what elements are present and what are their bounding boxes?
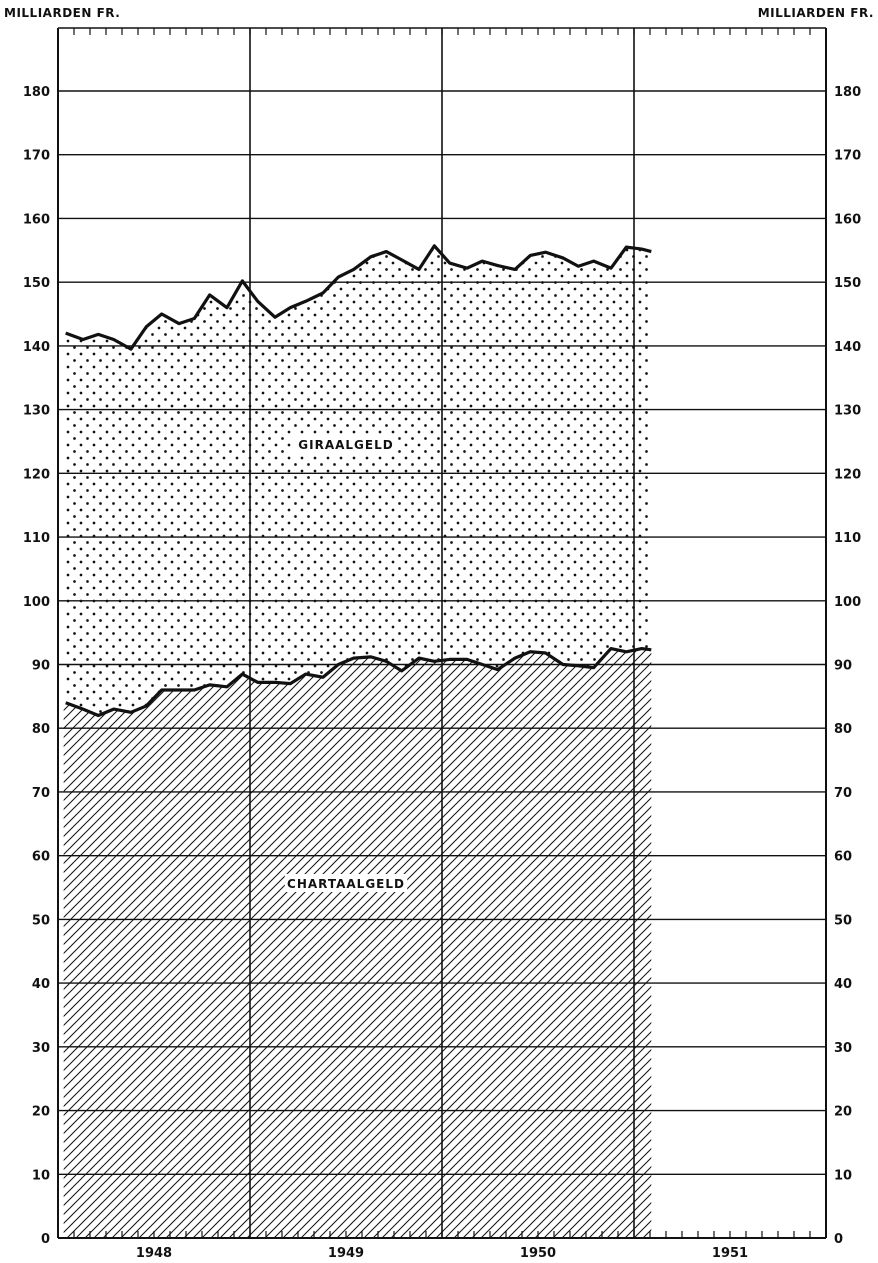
x-axis-labels: 1948 1949 1950 1951 [136, 1246, 748, 1261]
y-tick-label-left: 120 [23, 467, 50, 482]
y-tick-label-right: 50 [834, 913, 852, 928]
area-fills [63, 245, 652, 1238]
y-tick-label-right: 180 [834, 85, 861, 100]
x-tick-label-year: 1950 [520, 1246, 556, 1261]
y-tick-label-left: 130 [23, 404, 50, 419]
series-line-giraalgeld [65, 244, 652, 351]
y-axis-label-right: MILLIARDEN FR. [758, 6, 874, 20]
y-tick-label-right: 0 [834, 1232, 843, 1247]
y-tick-label-left: 40 [32, 977, 50, 992]
y-tick-label-right: 10 [834, 1168, 852, 1183]
y-tick-label-right: 120 [834, 467, 861, 482]
y-tick-label-right: 70 [834, 786, 852, 801]
y-tick-label-right: 80 [834, 722, 852, 737]
area-label-chartaalgeld-bg [284, 874, 408, 892]
y-tick-label-left: 110 [23, 531, 50, 546]
area-labels: GIRAALGELD CHARTAALGELD [284, 435, 408, 892]
y-tick-label-left: 30 [32, 1041, 50, 1056]
y-tick-label-left: 140 [23, 340, 50, 355]
y-tick-label-right: 170 [834, 149, 861, 164]
y-tick-label-right: 30 [834, 1041, 852, 1056]
y-tick-label-left: 60 [32, 850, 50, 865]
y-tick-label-left: 0 [41, 1232, 50, 1247]
area-fill-chartaalgeld [63, 648, 652, 1238]
x-tick-label-year: 1951 [712, 1246, 748, 1261]
series-line-chartaalgeld [65, 646, 652, 718]
area-fill-giraalgeld [63, 245, 652, 716]
y-tick-label-right: 160 [834, 212, 861, 227]
y-tick-label-right: 150 [834, 276, 861, 291]
y-tick-label-right: 140 [834, 340, 861, 355]
y-tick-label-left: 100 [23, 595, 50, 610]
y-tick-label-left: 160 [23, 212, 50, 227]
y-tick-label-left: 10 [32, 1168, 50, 1183]
y-axis-ticks: 0 0 10 10 20 20 30 30 40 40 50 50 60 60 70 70 80 80 90 90 10… [23, 85, 861, 1247]
y-tick-label-right: 60 [834, 850, 852, 865]
gridlines [57, 27, 827, 1239]
y-tick-label-right: 20 [834, 1105, 852, 1120]
y-tick-label-left: 20 [32, 1105, 50, 1120]
y-tick-label-left: 150 [23, 276, 50, 291]
y-tick-label-right: 110 [834, 531, 861, 546]
series-lines [65, 244, 652, 718]
y-tick-label-left: 90 [32, 659, 50, 674]
area-label-chartaalgeld: CHARTAALGELD [287, 877, 405, 891]
x-tick-label-year: 1948 [136, 1246, 172, 1261]
area-label-giraalgeld-bg [294, 435, 398, 453]
y-tick-label-right: 90 [834, 659, 852, 674]
y-tick-label-right: 100 [834, 595, 861, 610]
y-tick-label-left: 50 [32, 913, 50, 928]
x-tick-label-year: 1949 [328, 1246, 364, 1261]
y-tick-label-left: 80 [32, 722, 50, 737]
y-axis-label-left: MILLIARDEN FR. [4, 6, 120, 20]
y-tick-label-left: 170 [23, 149, 50, 164]
y-tick-label-left: 180 [23, 85, 50, 100]
y-tick-label-right: 130 [834, 404, 861, 419]
area-label-giraalgeld: GIRAALGELD [298, 438, 393, 452]
y-tick-label-right: 40 [834, 977, 852, 992]
y-tick-label-left: 70 [32, 786, 50, 801]
